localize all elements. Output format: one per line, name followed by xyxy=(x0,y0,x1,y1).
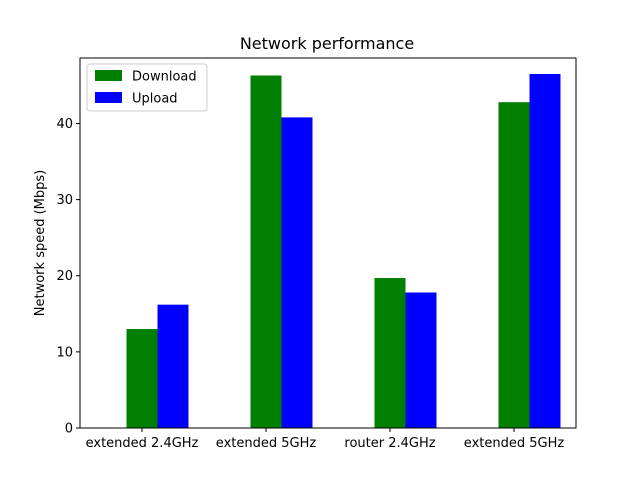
plot-frame xyxy=(79,57,577,429)
legend-swatch-download xyxy=(95,70,122,81)
x-tick-label: extended 5GHz xyxy=(464,436,565,451)
bar-upload-1 xyxy=(281,117,313,428)
legend-label-download: Download xyxy=(132,70,197,85)
y-axis-ticks: 0 10 20 30 40 xyxy=(56,117,80,437)
bar-download-1 xyxy=(250,75,282,428)
legend-label-upload: Upload xyxy=(132,92,178,107)
x-tick-label: router 2.4GHz xyxy=(344,436,435,451)
legend-swatch-upload xyxy=(95,92,122,103)
y-tick-label: 0 xyxy=(65,422,73,437)
chart-title: Network performance xyxy=(240,34,414,53)
legend: Download Upload xyxy=(86,63,208,112)
y-tick-label: 30 xyxy=(56,193,73,208)
bar-download-3 xyxy=(498,102,530,428)
x-tick-label: extended 5GHz xyxy=(216,436,317,451)
bar-upload-3 xyxy=(529,73,561,429)
x-tick-label: extended 2.4GHz xyxy=(86,436,199,451)
bar-group xyxy=(126,73,561,429)
y-tick-label: 20 xyxy=(56,269,73,284)
y-axis-label: Network speed (Mbps) xyxy=(33,170,48,316)
bar-upload-0 xyxy=(157,304,189,428)
x-axis-ticks: extended 2.4GHz extended 5GHz router 2.4GH… xyxy=(86,428,565,451)
y-tick-label: 40 xyxy=(56,117,73,132)
bar-download-0 xyxy=(126,329,158,428)
bar-download-2 xyxy=(374,278,406,428)
y-tick-label: 10 xyxy=(56,345,73,360)
bar-upload-2 xyxy=(405,292,437,428)
